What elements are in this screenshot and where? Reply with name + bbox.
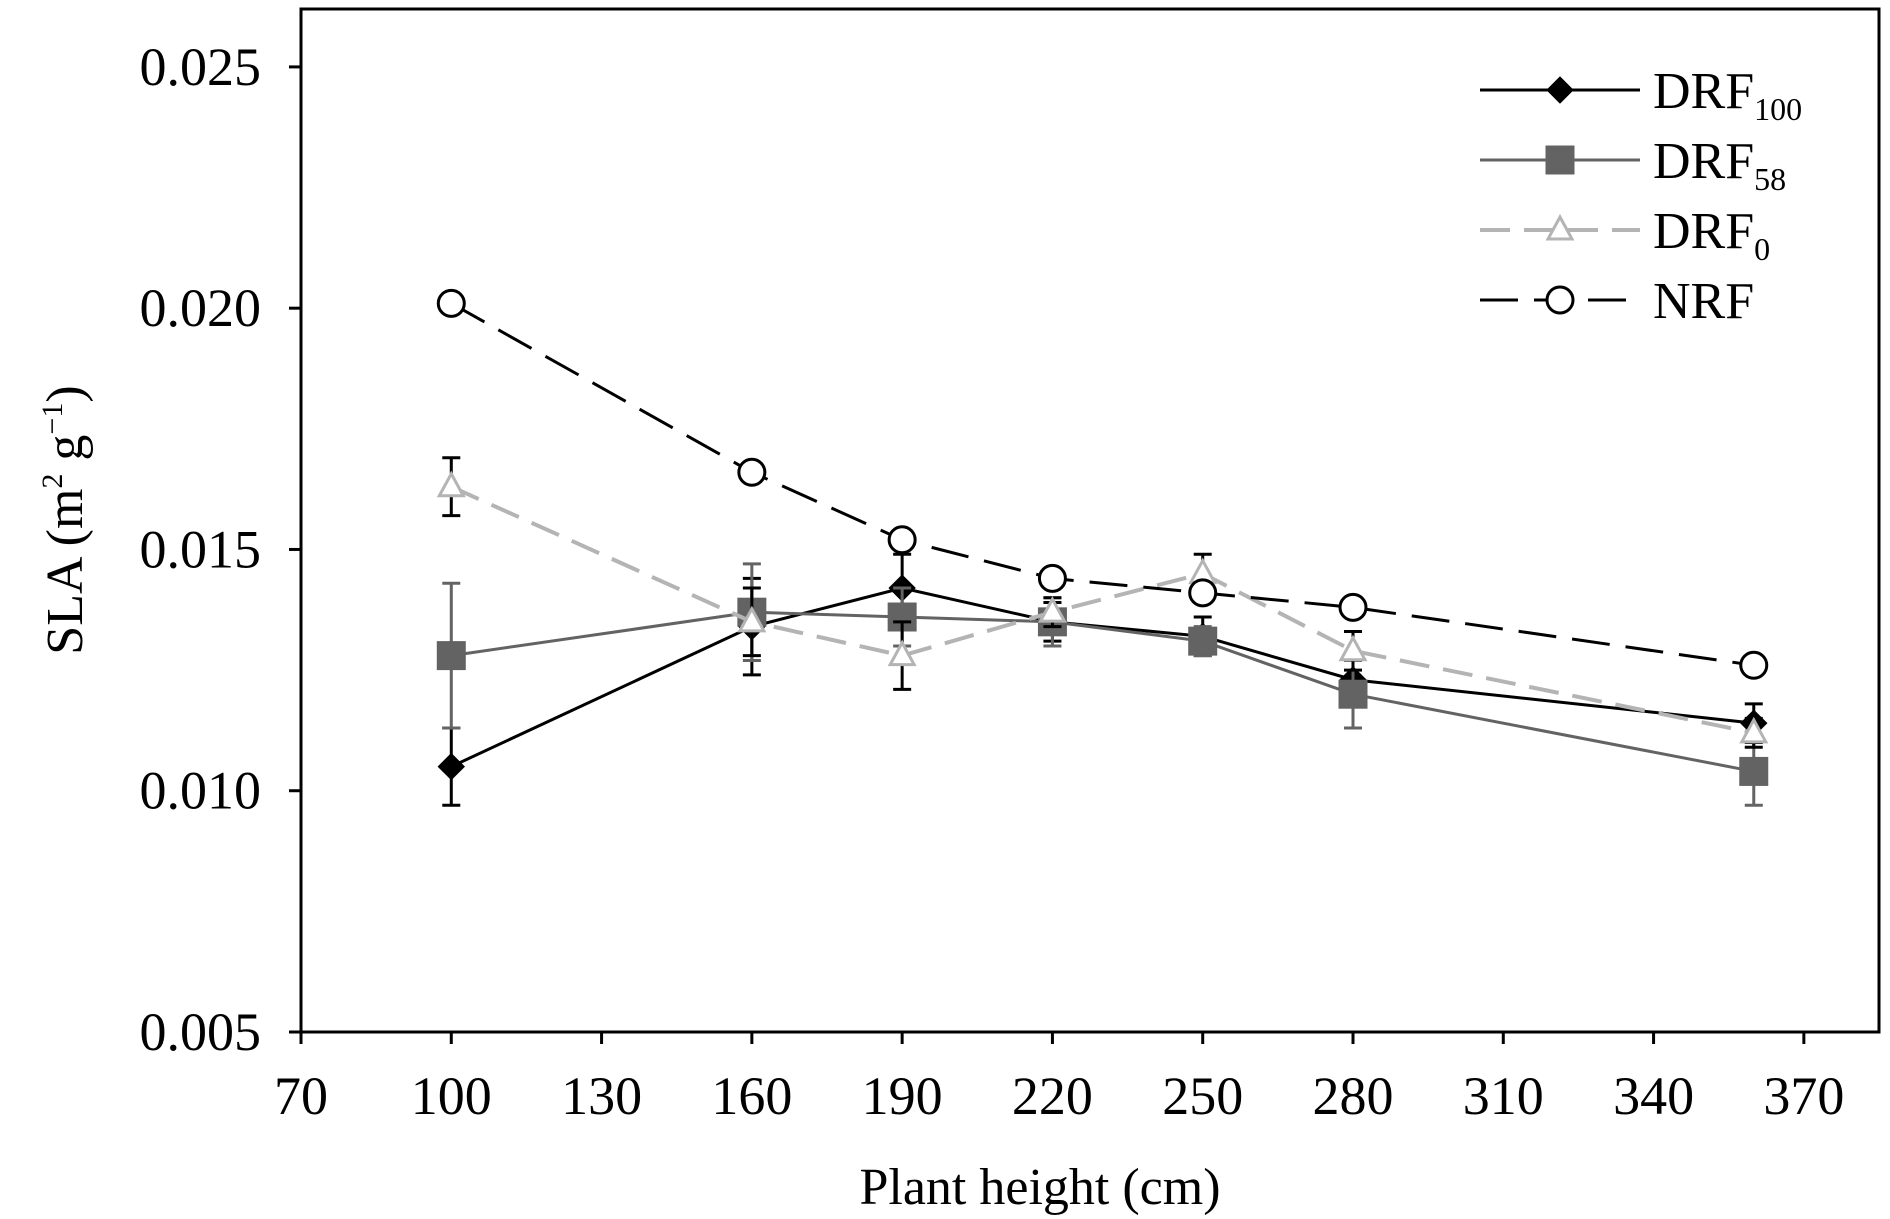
series-DRF58: [436, 562, 1769, 807]
legend-label-sub: 58: [1754, 161, 1786, 197]
data-point: [887, 525, 917, 555]
x-tick-label: 220: [1012, 1066, 1093, 1126]
x-tick-label: 190: [862, 1066, 943, 1126]
series-NRF: [436, 288, 1769, 680]
legend-marker: [1546, 76, 1574, 104]
data-point: [1739, 716, 1769, 744]
y-axis-title-end: ): [37, 385, 94, 402]
data-point: [436, 641, 466, 671]
data-point: [887, 639, 917, 667]
legend-label: DRF100: [1653, 63, 1802, 127]
y-axis-title-sup1: 2: [36, 474, 69, 489]
data-point: [1188, 578, 1218, 608]
y-tick-label: 0.005: [140, 1002, 262, 1062]
data-point: [737, 457, 767, 487]
x-tick-label: 340: [1613, 1066, 1694, 1126]
data-point: [1739, 650, 1769, 680]
data-point: [1338, 592, 1368, 622]
legend-marker: [1545, 213, 1575, 241]
legend-label-sub: 0: [1754, 231, 1770, 267]
y-tick-label: 0.025: [140, 37, 262, 97]
x-tick-label: 130: [561, 1066, 642, 1126]
data-point: [1188, 626, 1218, 656]
series-layer: [436, 288, 1769, 807]
legend-label-main: DRF: [1653, 63, 1754, 120]
legend-item-DRF0: DRF0: [1480, 203, 1770, 267]
x-tick-label: 250: [1162, 1066, 1243, 1126]
plot-frame: [299, 7, 1881, 1034]
y-axis-title-sup2: −1: [36, 403, 69, 435]
legend-label-main: DRF: [1653, 203, 1754, 260]
x-tick-label: 100: [411, 1066, 492, 1126]
series-DRF100: [437, 552, 1768, 807]
data-point: [737, 605, 767, 633]
series-line: [450, 484, 1755, 735]
data-point: [1739, 756, 1769, 786]
x-tick-label: 280: [1313, 1066, 1394, 1126]
x-axis-ticks: 70 100 130 160 190 220 250 280 310 340 370: [274, 1032, 1844, 1126]
y-axis-title-main: SLA (m: [37, 489, 94, 655]
legend-label: DRF0: [1653, 203, 1770, 267]
data-point: [437, 752, 465, 781]
data-point: [436, 470, 466, 498]
legend-label-main: DRF: [1653, 133, 1754, 190]
legend-label: NRF: [1653, 273, 1754, 330]
data-point: [436, 288, 466, 318]
data-point: [1037, 563, 1067, 593]
data-point: [1037, 596, 1067, 623]
legend-label-sub: 100: [1754, 91, 1802, 127]
legend-marker: [1545, 145, 1575, 175]
series-line: [450, 586, 1754, 768]
y-tick-label: 0.010: [140, 761, 262, 821]
x-axis-title: Plant height (cm): [859, 1159, 1220, 1216]
legend-marker: [1545, 285, 1575, 315]
y-tick-label: 0.020: [140, 278, 262, 338]
y-axis-title-mid: g: [37, 435, 94, 474]
y-axis-title: SLA (m2 g−1): [36, 385, 94, 654]
y-axis-ticks: 0.005 0.010 0.015 0.020 0.025: [140, 37, 301, 1062]
series-line: [450, 302, 1754, 667]
x-tick-label: 310: [1463, 1066, 1544, 1126]
y-tick-label: 0.015: [140, 519, 262, 579]
legend-item-NRF: NRF: [1480, 273, 1754, 330]
x-tick-label: 160: [711, 1066, 792, 1126]
x-tick-label: 70: [274, 1066, 328, 1126]
legend-item-DRF100: DRF100: [1480, 63, 1802, 127]
data-point: [1338, 634, 1368, 662]
legend-label-main: NRF: [1653, 273, 1754, 330]
data-point: [1338, 679, 1368, 709]
legend-label: DRF58: [1653, 133, 1786, 197]
x-tick-label: 370: [1763, 1066, 1844, 1126]
legend-item-DRF58: DRF58: [1480, 133, 1786, 197]
